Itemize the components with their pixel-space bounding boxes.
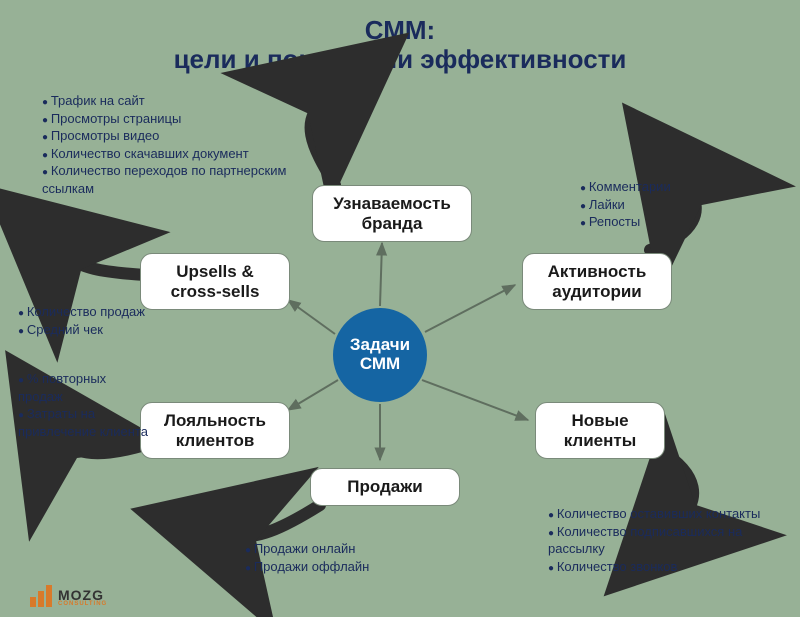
big-arrow-loyalty [65, 440, 145, 453]
bullets-activity: Комментарии Лайки Репосты [580, 178, 671, 231]
logo-bars-icon [30, 585, 52, 607]
bullet: Просмотры видео [42, 127, 342, 145]
node-activity-l1: Активность [539, 262, 655, 282]
bullets-sales: Продажи онлайн Продажи оффлайн [245, 540, 369, 575]
title-line-2: цели и показатели эффективности [0, 45, 800, 74]
bullet: Средний чек [18, 321, 145, 339]
bullet: % повторных продаж [18, 370, 148, 405]
bullets-new: Количество оставивших контакты Количеств… [548, 505, 788, 575]
logo: MOZG CONSULTING [30, 585, 107, 607]
center-line-2: СММ [360, 355, 400, 374]
node-activity-l2: аудитории [539, 282, 655, 302]
node-sales-l1: Продажи [327, 477, 443, 497]
arrow-to-activity [425, 285, 515, 332]
node-sales: Продажи [310, 468, 460, 506]
bullet: Затраты на привлечение клиента [18, 405, 148, 440]
bullet: Комментарии [580, 178, 671, 196]
bullet: Продажи оффлайн [245, 558, 369, 576]
bullet: Количество звонков [548, 558, 788, 576]
node-activity: Активность аудитории [522, 253, 672, 310]
bullets-brand: Трафик на сайт Просмотры страницы Просмо… [42, 92, 342, 197]
big-arrow-upsells [65, 255, 145, 275]
logo-brand: MOZG [58, 589, 107, 602]
bullet: Количество скачавших документ [42, 145, 342, 163]
bullets-loyalty: % повторных продаж Затраты на привлечени… [18, 370, 148, 440]
bullet: Продажи онлайн [245, 540, 369, 558]
arrow-to-upsells [288, 300, 335, 334]
title-line-1: СММ: [0, 16, 800, 45]
node-upsells: Upsells & cross-sells [140, 253, 290, 310]
bullet: Количество продаж [18, 303, 145, 321]
node-loyalty: Лояльность клиентов [140, 402, 290, 459]
bullet: Лайки [580, 196, 671, 214]
arrow-to-new [422, 380, 528, 420]
node-brand-l1: Узнаваемость [329, 194, 455, 214]
node-new: Новые клиенты [535, 402, 665, 459]
center-line-1: Задачи [350, 336, 410, 355]
bullet: Репосты [580, 213, 671, 231]
arrow-to-brand [380, 243, 382, 306]
node-loyalty-l1: Лояльность [157, 411, 273, 431]
bullet: Количество переходов по партнерским ссыл… [42, 162, 342, 197]
node-loyalty-l2: клиентов [157, 431, 273, 451]
diagram-title: СММ: цели и показатели эффективности [0, 16, 800, 73]
node-upsells-l2: cross-sells [157, 282, 273, 302]
bullet: Трафик на сайт [42, 92, 342, 110]
center-hub: Задачи СММ [333, 308, 427, 402]
node-new-l2: клиенты [552, 431, 648, 451]
bullet: Просмотры страницы [42, 110, 342, 128]
node-new-l1: Новые [552, 411, 648, 431]
big-arrow-sales [235, 505, 320, 536]
node-upsells-l1: Upsells & [157, 262, 273, 282]
bullet: Количество оставивших контакты [548, 505, 788, 523]
arrow-to-loyalty [288, 380, 338, 410]
bullet: Количество подписавшихся на рассылку [548, 523, 788, 558]
bullets-upsells: Количество продаж Средний чек [18, 303, 145, 338]
node-brand-l2: бранда [329, 214, 455, 234]
logo-sub: CONSULTING [58, 602, 107, 607]
